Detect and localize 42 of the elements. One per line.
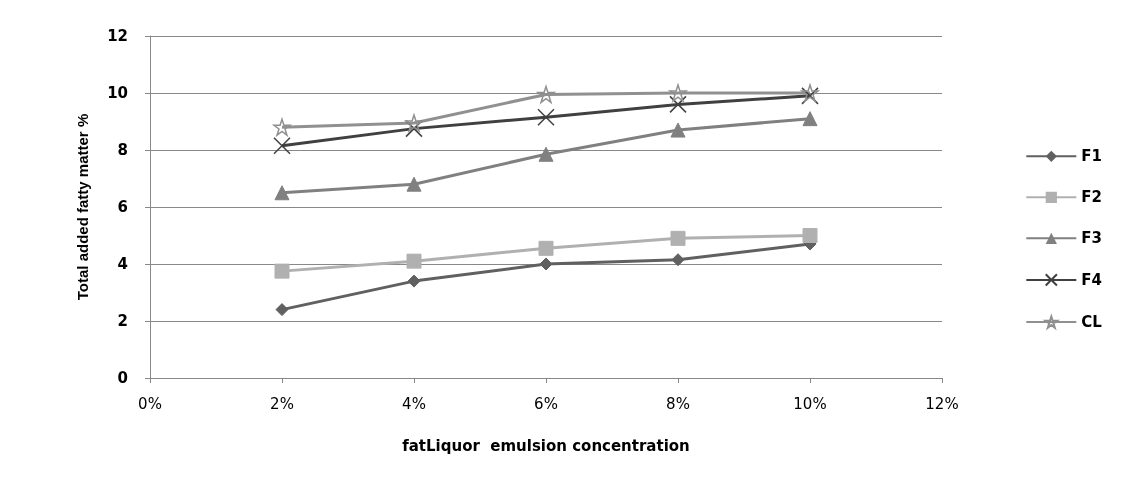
point: [275, 303, 289, 317]
point: [802, 111, 818, 127]
point: [802, 228, 818, 243]
point: [406, 253, 422, 269]
legend-label: F4: [1081, 270, 1102, 289]
point: [273, 118, 291, 136]
point: [538, 146, 554, 162]
y-tick-label: 6: [117, 198, 128, 216]
y-tick-label: 8: [117, 141, 128, 159]
legend-label: F2: [1081, 188, 1102, 207]
point: [670, 230, 686, 246]
point: [670, 122, 686, 138]
y-axis-title: Total added fatty matter %: [74, 113, 91, 301]
x-tick-label: 8%: [666, 394, 690, 413]
x-tick-label: 2%: [270, 394, 294, 413]
point: [407, 274, 421, 288]
x-tick-label: 0%: [138, 394, 162, 413]
x-tick-label: 12%: [925, 394, 959, 413]
point: [537, 85, 555, 104]
point: [537, 108, 555, 126]
point: [274, 185, 290, 201]
point: [669, 95, 687, 114]
point: [538, 240, 554, 256]
point: [273, 136, 291, 155]
y-tick-label: 10: [107, 84, 128, 102]
point: [539, 257, 553, 271]
legend-label: F1: [1081, 147, 1102, 166]
y-tick-label: 2: [117, 312, 128, 330]
point: [669, 84, 687, 102]
legend-label: CL: [1081, 313, 1103, 332]
y-tick-label: 12: [107, 27, 128, 45]
point: [274, 263, 290, 279]
x-tick-label: 10%: [793, 394, 827, 413]
legend-label: F3: [1081, 229, 1102, 248]
point: [671, 253, 685, 267]
y-tick-label: 4: [117, 255, 128, 273]
point: [406, 176, 422, 192]
x-tick-label: 4%: [402, 394, 426, 413]
y-tick-label: 0: [117, 369, 128, 387]
x-tick-label: 6%: [534, 394, 558, 413]
x-axis-title: fatLiquor emulsion concentration: [402, 436, 690, 455]
point: [405, 114, 423, 132]
